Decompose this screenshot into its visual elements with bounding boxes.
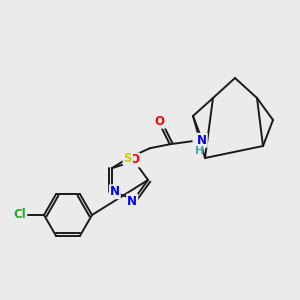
Text: S: S (124, 152, 132, 165)
Text: H: H (195, 146, 204, 156)
Text: O: O (129, 154, 139, 166)
Text: N: N (127, 194, 137, 208)
Text: O: O (155, 115, 165, 128)
Text: N: N (197, 134, 207, 147)
Text: Cl: Cl (14, 208, 26, 221)
Text: N: N (110, 185, 120, 198)
